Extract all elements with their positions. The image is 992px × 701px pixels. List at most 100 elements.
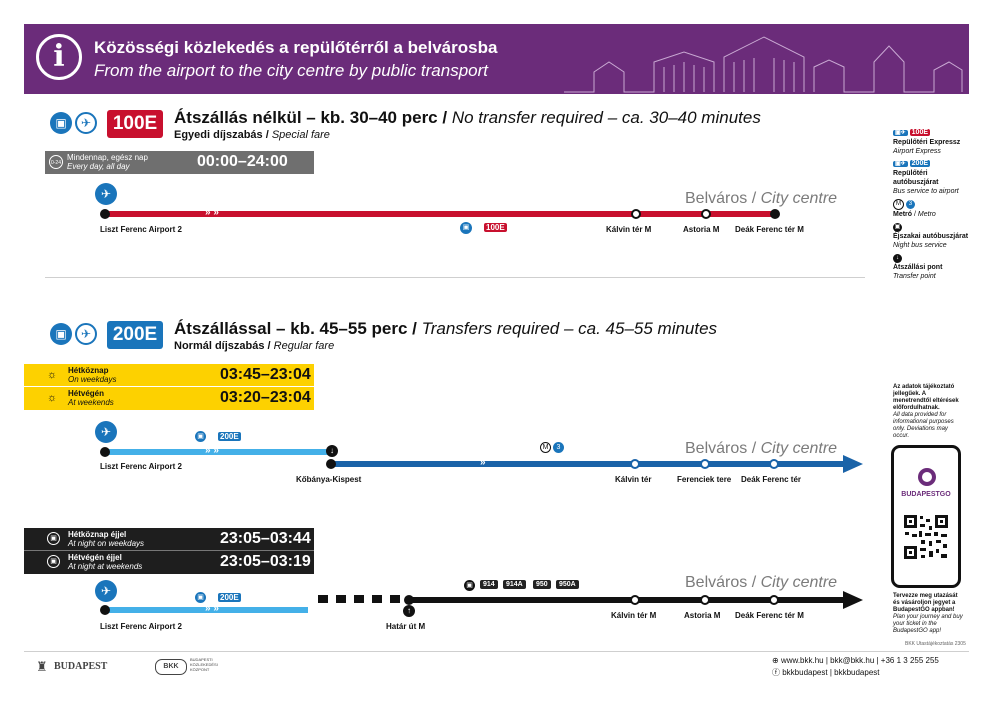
divider	[24, 386, 314, 387]
hours-label-en: On weekdays	[68, 375, 117, 384]
route-200e-fare: Normál díjszabás / Regular fare	[174, 340, 335, 352]
airplane-icon: ✈	[75, 323, 97, 345]
sun-icon: ☼	[47, 369, 58, 381]
bkk-logo-subtitle: BUDAPESTI KÖZLEKEDÉSI KÖZPONT	[190, 657, 218, 672]
hours-label-en: At night at weekends	[68, 562, 143, 571]
route-200e-day-hours-box: ☼ Hétköznap On weekdays 03:45–23:04 ☼ Hé…	[24, 364, 314, 410]
hours-label-en: At weekends	[68, 398, 114, 407]
stop-dot	[700, 595, 710, 605]
bus-icon: ▣	[50, 323, 72, 345]
arrow-head-icon	[843, 591, 863, 609]
app-promo-text: Tervezze meg utazását és vásároljon jegy…	[893, 593, 963, 634]
bkk-logo: BKK	[155, 659, 187, 675]
stop-dot	[326, 459, 336, 469]
stop-dot	[631, 209, 641, 219]
phone-mockup: BUDAPESTGO	[891, 445, 961, 588]
stop-dot	[404, 595, 414, 605]
legend-item: ▣✈ 100E Repülőtéri Expressz Airport Expr…	[893, 129, 961, 155]
metro-3-line	[330, 461, 845, 467]
sun-icon: ☼	[47, 392, 58, 404]
divider	[45, 277, 865, 278]
bus-icon: ▣	[195, 431, 206, 442]
night-bus-number: 914	[480, 580, 498, 589]
hours-time: 03:20–23:04	[220, 389, 311, 406]
hours-label-hu: Hétköznap éjjel	[68, 530, 127, 539]
stop-label: Astoria M	[683, 225, 720, 234]
divider	[24, 651, 969, 652]
hours-label-hu: Hétvégén	[68, 389, 105, 398]
divider	[24, 550, 314, 551]
night-bus-icon: ▣	[47, 555, 60, 568]
stop-label: Kőbánya-Kispest	[296, 475, 362, 484]
city-centre-label: Belváros / City centre	[685, 574, 838, 591]
header-banner: i Közösségi közlekedés a repülőtérről a …	[24, 24, 969, 94]
metro-icon: M	[540, 442, 551, 453]
stop-label: Határ út M	[386, 622, 426, 631]
night-bus-number: 950	[533, 580, 551, 589]
info-icon: i	[36, 34, 82, 80]
header-title-en: From the airport to the city centre by p…	[94, 61, 489, 80]
hours-label-hu: Hétvégén éjjel	[68, 553, 122, 562]
stop-dot	[769, 459, 779, 469]
airplane-icon: ✈	[95, 580, 117, 602]
budapestgo-logo-icon	[918, 468, 936, 486]
route-100e-hours-box: 0-24 Mindennap, egész nap Every day, all…	[45, 151, 314, 174]
bus-icon: ▣	[195, 592, 206, 603]
hours-time: 23:05–03:19	[220, 553, 311, 570]
route-100e-badge: 100E	[107, 110, 163, 138]
hours-label-en: Every day, all day	[67, 162, 130, 171]
hours-time: 03:45–23:04	[220, 366, 311, 383]
stop-label: Deák Ferenc tér	[741, 475, 802, 484]
airplane-icon: ✈	[95, 421, 117, 443]
disclaimer-note: Az adatok tájékoztató jellegűek. A menet…	[893, 384, 959, 439]
direction-arrows: » »	[205, 207, 219, 218]
route-100e-fare: Egyedi díjszabás / Special fare	[174, 129, 330, 141]
stop-label: Liszt Ferenc Airport 2	[100, 622, 182, 631]
hours-label-hu: Hétköznap	[68, 366, 109, 375]
qr-code-icon[interactable]	[903, 514, 949, 560]
stop-label: Deák Ferenc tér M	[735, 225, 804, 234]
hours-label-en: At night on weekdays	[68, 539, 145, 548]
stop-dot	[630, 595, 640, 605]
night-bus-line	[405, 597, 845, 603]
hours-label-hu: Mindennap, egész nap	[67, 153, 148, 162]
stop-dot	[769, 595, 779, 605]
route-200e-mini-badge: 200E	[218, 432, 241, 441]
route-200e-title: Átszállással – kb. 45–55 perc / Transfer…	[174, 319, 718, 338]
hours-time: 23:05–03:44	[220, 530, 311, 547]
airplane-icon: ✈	[95, 183, 117, 205]
stop-label: Astoria M	[684, 611, 721, 620]
stop-label: Kálvin tér M	[606, 225, 652, 234]
night-bus-icon: ▣	[464, 580, 475, 591]
contact-info[interactable]: ⊕ www.bkk.hu | bkk@bkk.hu | +36 1 3 255 …	[772, 656, 939, 665]
bus-icon: ▣✈	[893, 161, 908, 167]
stop-label: Deák Ferenc tér M	[735, 611, 804, 620]
airplane-icon: ✈	[75, 112, 97, 134]
metro-line-badge: 3	[553, 442, 564, 453]
bus-200e-line	[103, 607, 308, 613]
legend-item: ▣ Éjszakai autóbuszjárat Night bus servi…	[893, 223, 969, 249]
night-bus-icon: ▣	[47, 532, 60, 545]
route-200e-badge: 200E	[107, 321, 163, 349]
night-bus-number: 950A	[556, 580, 579, 589]
direction-arrows: » »	[205, 445, 219, 456]
globe-icon: ⊕	[772, 656, 781, 665]
bus-icon: ▣	[460, 222, 472, 234]
facebook-icon: ⓕ	[772, 668, 783, 677]
route-100e-mini-badge: 100E	[484, 223, 507, 232]
city-centre-label: Belváros / City centre	[685, 190, 838, 207]
legend-item: ↓ Átszállási pont Transfer point	[893, 254, 943, 280]
direction-arrows: » »	[205, 603, 219, 614]
stop-label: Liszt Ferenc Airport 2	[100, 225, 182, 234]
direction-arrows: »	[480, 457, 486, 468]
social-info[interactable]: ⓕ bkkbudapest | bkkbudapest	[772, 668, 880, 677]
stop-label: Kálvin tér	[615, 475, 652, 484]
city-centre-label: Belváros / City centre	[685, 440, 838, 457]
stop-label: Liszt Ferenc Airport 2	[100, 462, 182, 471]
walk-connection-dashes	[318, 595, 403, 603]
arrow-head-icon	[843, 455, 863, 473]
route-100e-line	[103, 211, 776, 217]
stop-label: Kálvin tér M	[611, 611, 657, 620]
legend-item: ▣✈ 200E Repülőtéri autóbuszjárat Bus ser…	[893, 160, 959, 195]
bus-icon: ▣✈	[893, 130, 908, 136]
